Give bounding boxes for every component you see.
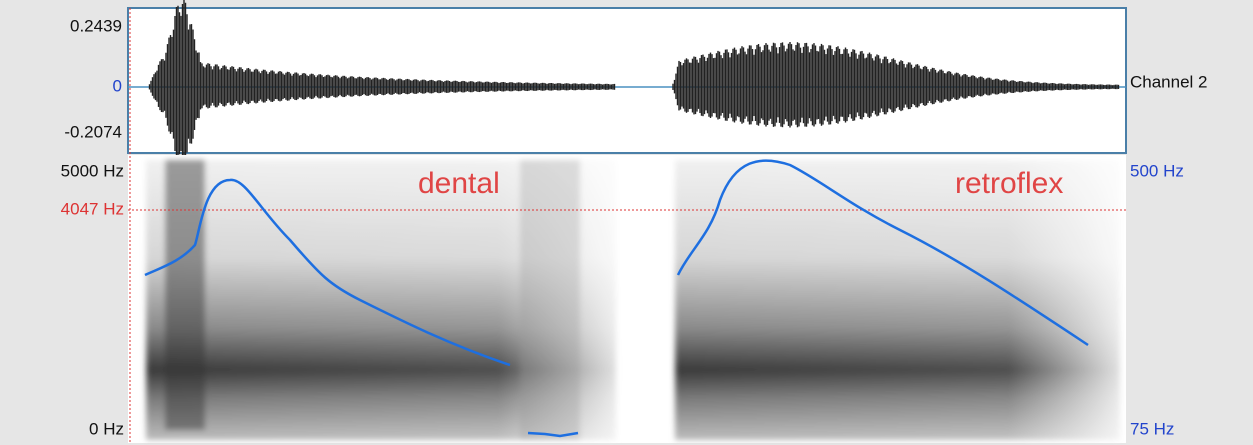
pitch-bottom-label: 75 Hz — [1130, 419, 1174, 438]
praat-editor: 0.2439 0 -0.2074 Channel 2 5000 Hz 4047 … — [0, 0, 1253, 445]
wave-zero-label: 0 — [113, 76, 122, 95]
freq-bottom-label: 0 Hz — [89, 419, 124, 438]
channel-label: Channel 2 — [1130, 72, 1208, 91]
pitch-top-label: 500 Hz — [1130, 161, 1184, 180]
wave-min-label: -0.2074 — [64, 122, 122, 141]
freq-top-label: 5000 Hz — [61, 161, 124, 180]
wave-max-label: 0.2439 — [70, 16, 122, 35]
page: 0.2439 0 -0.2074 Channel 2 5000 Hz 4047 … — [0, 0, 1253, 445]
cursor-freq-label: 4047 Hz — [61, 199, 124, 218]
annotation: retroflex — [955, 167, 1063, 200]
annotation: dental — [418, 167, 500, 200]
